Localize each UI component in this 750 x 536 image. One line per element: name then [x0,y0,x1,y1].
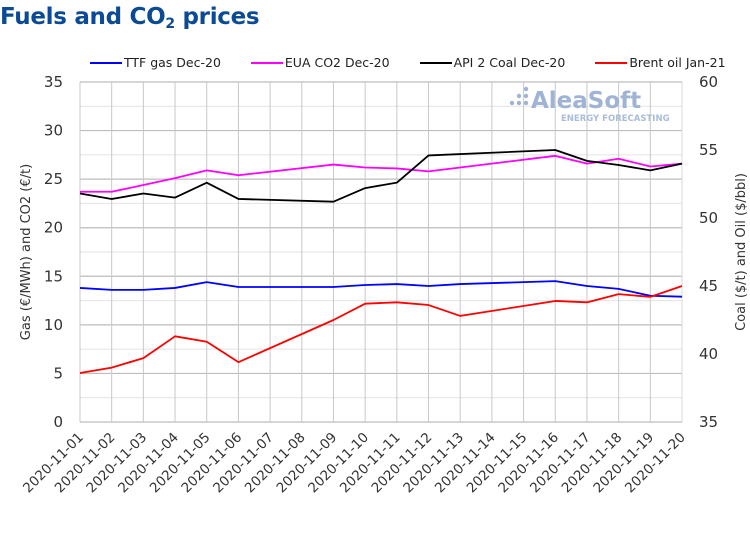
watermark-logo: AleaSoft ENERGY FORECASTING [509,86,670,124]
legend-swatch [419,61,452,64]
legend-label: Brent oil Jan-21 [629,55,726,70]
legend-item: Brent oil Jan-21 [595,55,726,70]
title-tail: prices [174,4,260,30]
legend-label: API 2 Coal Dec-20 [453,55,566,70]
right-tick-label: 45 [699,277,718,295]
left-tick-label: 5 [53,364,63,382]
legend-label: TTF gas Dec-20 [124,55,221,70]
left-tick-label: 30 [44,122,63,140]
legend-swatch [595,61,628,64]
series-line-brent-oil-jan-21 [79,285,683,374]
right-axis-label: Coal ($/t) and Oil ($/bbl) [734,173,749,331]
legend-label: EUA CO2 Dec-20 [284,55,390,70]
legend-item: API 2 Coal Dec-20 [419,55,566,70]
legend: TTF gas Dec-20 EUA CO2 Dec-20 API 2 Coal D… [90,55,726,70]
logo-dot [516,100,522,106]
title-text: Fuels and CO [0,4,166,30]
logo-brand: AleaSoft [531,88,641,114]
logo-dot [509,100,515,106]
logo-dot [523,100,529,106]
left-tick-label: 20 [44,219,63,237]
right-tick-label: 55 [699,141,718,159]
series-line-api-2-coal-dec-20 [79,149,683,203]
series-lines [79,149,683,374]
right-tick-label: 40 [699,345,718,363]
logo-tagline: ENERGY FORECASTING [561,114,670,124]
left-tick-label: 25 [44,170,63,188]
legend-item: TTF gas Dec-20 [90,55,221,70]
right-tick-label: 35 [699,413,718,431]
logo-dot [523,86,529,92]
right-tick-label: 60 [699,73,718,91]
left-tick-label: 35 [44,73,63,91]
legend-swatch [250,61,283,64]
left-axis-label: Gas (€/MWh) and CO2 (€/t) [19,164,34,340]
logo-dot [516,93,522,99]
gridlines [79,81,683,423]
left-tick-label: 0 [53,413,63,431]
legend-item: EUA CO2 Dec-20 [250,55,390,70]
logo-dot [523,93,529,99]
legend-swatch [90,61,122,64]
left-tick-label: 10 [44,316,63,334]
right-axis-ticks: 35 40 45 50 55 60 [699,73,718,431]
series-line-ttf-gas-dec-20 [79,280,683,298]
left-tick-label: 15 [44,267,63,285]
left-axis-ticks: 0 5 10 15 20 25 30 35 [44,73,63,431]
x-axis-ticks: 2020-11-012020-11-022020-11-032020-11-04… [20,430,689,497]
right-tick-label: 50 [699,209,718,227]
title-subscript: 2 [165,16,175,32]
chart-title: Fuels and CO2 prices [0,4,260,32]
